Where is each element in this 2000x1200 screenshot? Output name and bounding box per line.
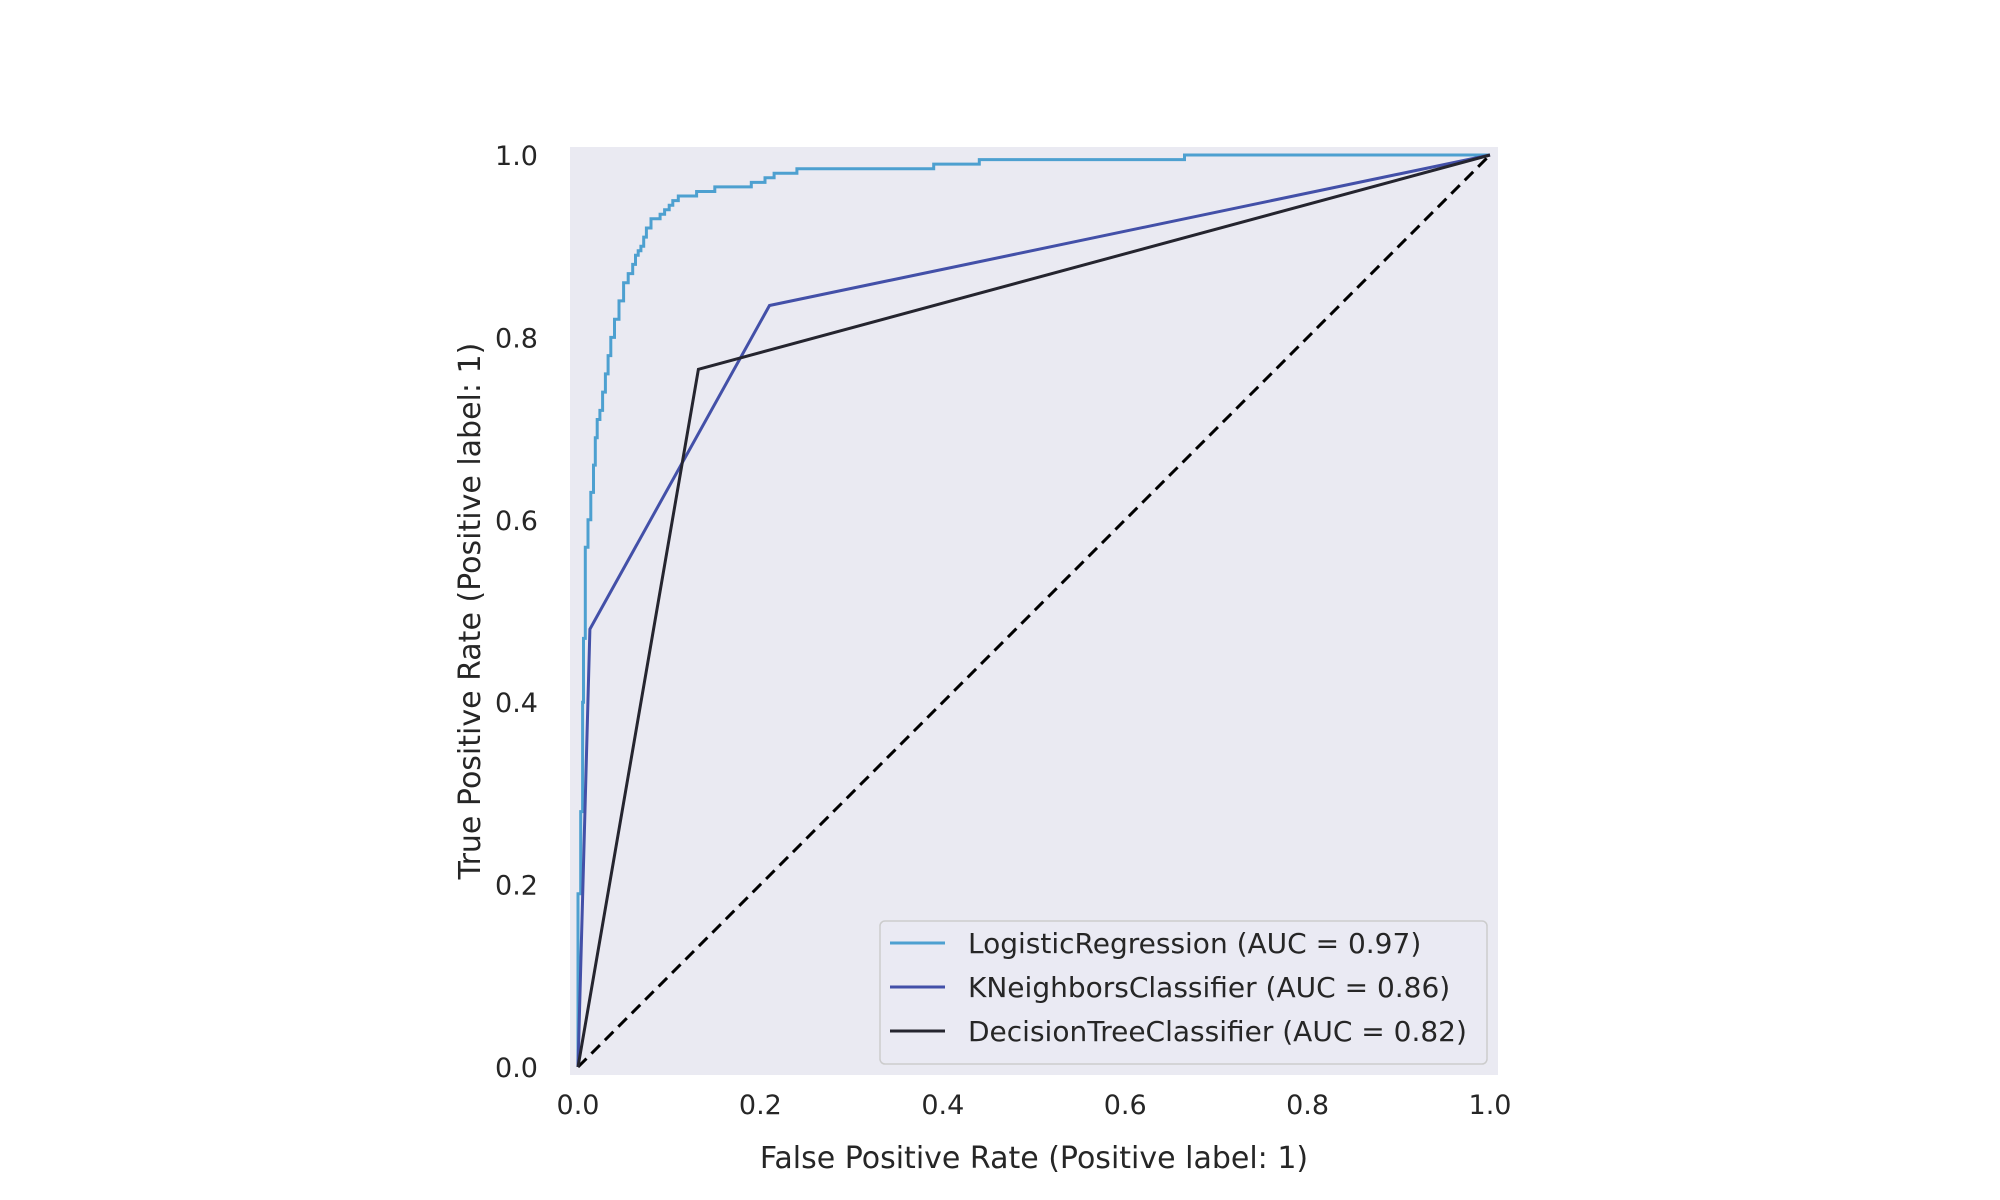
y-tick-label: 0.4 — [495, 688, 538, 719]
series-layer — [576, 153, 1492, 1069]
legend-box — [879, 920, 1488, 1065]
legend: LogisticRegression (AUC = 0.97) KNeighbor… — [879, 920, 1488, 1065]
x-tick-label: 0.0 — [557, 1090, 600, 1121]
x-axis-label: False Positive Rate (Positive label: 1) — [760, 1141, 1308, 1176]
x-tick-label: 0.6 — [1104, 1090, 1147, 1121]
legend-label: LogisticRegression (AUC = 0.97) — [968, 927, 1421, 960]
chance-reference-line — [576, 153, 1492, 1069]
x-tick-labels: 0.0 0.2 0.4 0.6 0.8 1.0 — [557, 1090, 1512, 1121]
y-tick-labels: 0.0 0.2 0.4 0.6 0.8 1.0 — [495, 141, 538, 1084]
x-tick-label: 0.8 — [1286, 1090, 1329, 1121]
series-line-2 — [576, 153, 1491, 1068]
x-tick-label: 1.0 — [1469, 1090, 1512, 1121]
series-line-1 — [576, 153, 1490, 1067]
y-tick-label: 1.0 — [495, 141, 538, 172]
series-line-3 — [576, 153, 1491, 1068]
y-tick-label: 0.0 — [495, 1053, 538, 1084]
y-tick-label: 0.8 — [495, 323, 538, 354]
x-tick-label: 0.2 — [739, 1090, 782, 1121]
y-axis-label: True Positive Rate (Positive label: 1) — [453, 343, 488, 881]
x-tick-label: 0.4 — [921, 1090, 964, 1121]
legend-label: KNeighborsClassifier (AUC = 0.86) — [968, 971, 1450, 1004]
legend-label: DecisionTreeClassifier (AUC = 0.82) — [968, 1015, 1467, 1048]
y-tick-label: 0.6 — [495, 506, 538, 537]
y-tick-label: 0.2 — [495, 871, 538, 902]
